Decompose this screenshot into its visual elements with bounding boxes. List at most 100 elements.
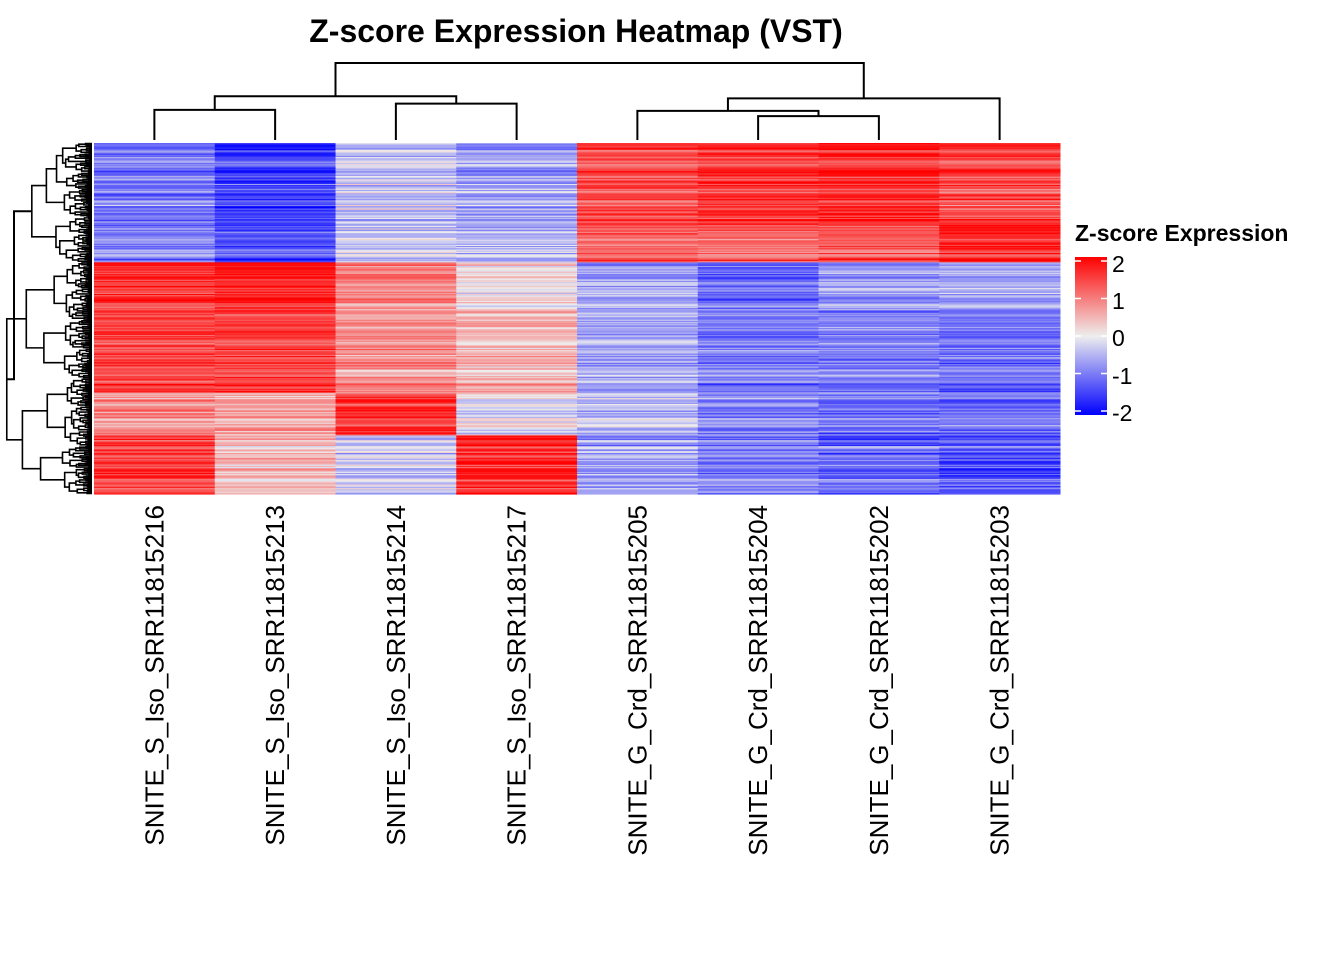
heatmap-cell	[939, 219, 1061, 221]
heatmap-cell	[697, 197, 819, 200]
heatmap-cell	[697, 457, 819, 460]
heatmap-cell	[697, 430, 819, 433]
heatmap-cell	[939, 183, 1061, 186]
heatmap-cell	[577, 264, 699, 267]
heatmap-cell	[818, 182, 940, 185]
heatmap-cell	[818, 424, 940, 427]
heatmap-cell	[697, 217, 819, 220]
heatmap-cell	[94, 408, 216, 411]
heatmap-cell	[94, 352, 216, 355]
heatmap-cell	[697, 144, 819, 146]
heatmap-cell	[94, 202, 216, 205]
dendrogram-branch	[89, 244, 92, 248]
heatmap-cell	[577, 426, 699, 428]
heatmap-cell	[697, 359, 819, 362]
heatmap-cell	[697, 426, 819, 428]
heatmap-cell	[577, 450, 699, 453]
heatmap-cell	[818, 413, 940, 416]
heatmap-cell	[335, 242, 457, 245]
heatmap-cell	[335, 271, 457, 274]
heatmap-cell	[94, 307, 216, 310]
heatmap-cell	[818, 469, 940, 472]
dendrogram-branch	[80, 277, 87, 283]
heatmap-cell	[697, 327, 819, 330]
heatmap-cell	[697, 358, 819, 361]
heatmap-cell	[335, 197, 457, 200]
heatmap-cell	[939, 424, 1061, 427]
heatmap-cell	[697, 293, 819, 296]
heatmap-cell	[214, 235, 336, 238]
heatmap-cell	[939, 303, 1061, 306]
heatmap-cell	[94, 223, 216, 226]
heatmap-cell	[939, 474, 1061, 476]
heatmap-cell	[818, 255, 940, 258]
dendrogram-branch	[77, 241, 90, 247]
heatmap-cell	[939, 279, 1061, 282]
heatmap-cell	[335, 345, 457, 348]
heatmap-cell	[456, 386, 578, 389]
heatmap-cell	[697, 362, 819, 365]
heatmap-cell	[577, 148, 699, 151]
dendrogram-branch	[726, 97, 1001, 140]
heatmap-cell	[697, 252, 819, 255]
heatmap-cell	[697, 336, 819, 338]
heatmap-cell	[577, 479, 699, 482]
heatmap-cell	[577, 285, 699, 288]
heatmap-cell	[94, 410, 216, 413]
heatmap-cell	[456, 228, 578, 231]
heatmap-cell	[939, 427, 1061, 430]
heatmap-cell	[939, 221, 1061, 224]
heatmap-cell	[456, 450, 578, 453]
heatmap-cell	[214, 147, 336, 150]
dendrogram-branch	[85, 380, 92, 384]
dendrogram-branch	[87, 439, 92, 443]
heatmap-cell	[456, 305, 578, 308]
heatmap-cell	[456, 213, 578, 215]
heatmap-cell	[335, 465, 457, 468]
heatmap-cell	[214, 276, 336, 279]
heatmap-cell	[456, 155, 578, 158]
heatmap-cell	[456, 269, 578, 272]
heatmap-cell	[697, 311, 819, 314]
heatmap-cell	[939, 350, 1061, 352]
heatmap-cell	[939, 472, 1061, 475]
heatmap-cell	[577, 378, 699, 380]
heatmap-cell	[335, 212, 457, 214]
heatmap-cell	[939, 226, 1061, 228]
heatmap-cell	[818, 265, 940, 268]
heatmap-cell	[697, 350, 819, 352]
heatmap-cell	[818, 417, 940, 420]
heatmap-cell	[577, 336, 699, 338]
heatmap-cell	[577, 362, 699, 365]
heatmap-cell	[577, 448, 699, 451]
heatmap-cell	[214, 428, 336, 431]
dendrogram-branch	[86, 416, 92, 420]
heatmap-cell	[335, 450, 457, 453]
heatmap-cell	[818, 281, 940, 283]
dendrogram-branch	[89, 452, 92, 456]
heatmap-cell	[577, 261, 699, 263]
heatmap-cell	[214, 293, 336, 296]
heatmap-cell	[818, 279, 940, 282]
heatmap-cell	[577, 439, 699, 441]
dendrogram-branch	[88, 359, 92, 363]
heatmap-cell	[456, 442, 578, 445]
heatmap-cell	[939, 456, 1061, 459]
heatmap-cell	[939, 227, 1061, 230]
heatmap-cell	[94, 403, 216, 406]
heatmap-cell	[456, 366, 578, 369]
heatmap-cell	[456, 292, 578, 295]
heatmap-cell	[456, 151, 578, 153]
dendrogram-branch	[69, 432, 80, 442]
heatmap-cell	[818, 322, 940, 324]
heatmap-cell	[94, 461, 216, 464]
dendrogram-branch	[78, 431, 88, 437]
heatmap-cell	[94, 388, 216, 391]
heatmap-cell	[94, 396, 216, 399]
heatmap-cell	[94, 443, 216, 446]
heatmap-cell	[697, 434, 819, 437]
heatmap-cell	[214, 193, 336, 196]
heatmap-cell	[939, 300, 1061, 303]
heatmap-cell	[697, 193, 819, 196]
heatmap-cell	[456, 384, 578, 386]
